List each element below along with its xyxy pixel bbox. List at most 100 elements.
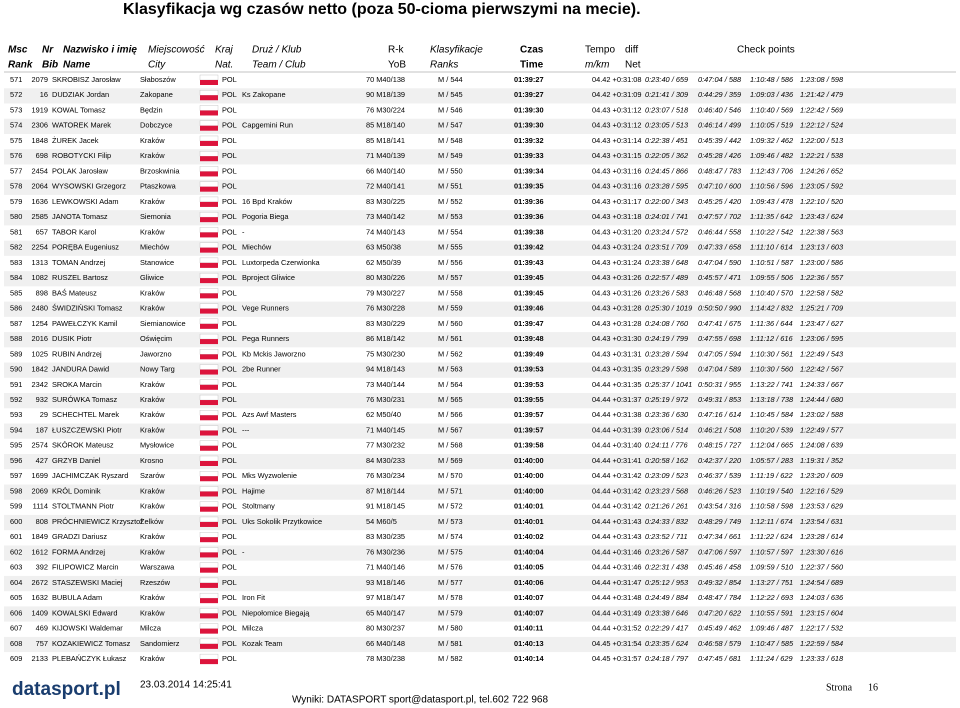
row-stripe xyxy=(4,179,956,195)
table-cell: 1:10:47 / 585 xyxy=(750,639,794,648)
table-cell: 0:46:37 / 539 xyxy=(698,471,741,480)
table-cell: 0:47:10 / 600 xyxy=(698,182,742,191)
flag-white xyxy=(199,471,219,477)
table-cell: 01:39:36 xyxy=(514,212,544,221)
table-cell: Będzin xyxy=(140,105,163,114)
table-cell: 0:50:50 / 990 xyxy=(698,304,742,313)
table-cell: STOLTMANN Piotr xyxy=(52,502,115,511)
flag-white xyxy=(199,272,219,279)
table-cell: 602 xyxy=(10,547,22,556)
table-cell: SCHECHTEL Marek xyxy=(52,410,119,419)
table-cell: M / 582 xyxy=(438,654,463,663)
table-cell: DUSIK Piotr xyxy=(52,334,92,343)
table-cell: 1:12:22 / 693 xyxy=(750,593,794,602)
flag-white xyxy=(199,486,219,492)
column-header: Nazwisko i imię xyxy=(63,45,137,56)
table-cell: 2064 xyxy=(32,182,48,191)
table-cell: 0:23:51 / 709 xyxy=(645,243,688,252)
table-cell: 71 M40/145 xyxy=(366,425,405,434)
table-cell: M / 573 xyxy=(438,517,463,526)
table-cell: 97 M18/147 xyxy=(366,593,405,602)
table-cell: Szarów xyxy=(140,471,165,480)
table-cell: 0:45:28 / 426 xyxy=(698,151,742,160)
table-cell: 599 xyxy=(10,502,22,511)
table-cell: 594 xyxy=(10,425,22,434)
table-cell: 04.44 +0:31:39 xyxy=(592,425,642,434)
table-cell: M / 549 xyxy=(438,151,463,160)
table-cell: 74 M40/143 xyxy=(366,227,405,236)
table-cell: 579 xyxy=(10,197,22,206)
table-cell: 1:22:58 / 582 xyxy=(800,288,843,297)
table-cell: POL xyxy=(222,456,237,465)
flag-white xyxy=(199,653,219,660)
table-cell: 01:40:07 xyxy=(514,608,544,617)
table-cell: DUDZIAK Jordan xyxy=(52,90,109,99)
table-cell: 589 xyxy=(10,349,22,358)
flag-red xyxy=(200,293,218,299)
table-cell: 04.44 +0:31:43 xyxy=(592,532,642,541)
column-header: Team / Club xyxy=(252,60,306,71)
flag-red xyxy=(200,278,218,284)
table-cell: SKÓROK Mateusz xyxy=(52,441,114,450)
table-cell: 01:39:57 xyxy=(514,410,544,419)
table-cell: Kraków xyxy=(140,410,165,419)
table-cell: 04.43 +0:31:16 xyxy=(592,166,642,175)
table-cell: 73 M40/142 xyxy=(366,212,405,221)
table-cell: 1:12:04 / 665 xyxy=(750,441,794,450)
flag-white xyxy=(199,120,219,126)
table-cell: 575 xyxy=(10,136,22,145)
table-cell: JACHIMCZAK Ryszard xyxy=(52,471,128,480)
table-cell: FORMA Andrzej xyxy=(52,547,105,556)
table-cell: 0:47:16 / 614 xyxy=(698,410,741,419)
table-cell: 01:40:00 xyxy=(514,456,544,465)
column-header: YoB xyxy=(388,60,406,71)
table-cell: 0:46:58 / 579 xyxy=(698,639,741,648)
table-cell: M / 546 xyxy=(438,105,463,114)
table-cell: 0:23:52 / 711 xyxy=(645,532,688,541)
table-cell: 583 xyxy=(10,258,22,267)
table-cell: 1:11:19 / 622 xyxy=(750,471,793,480)
flag-white xyxy=(199,196,219,203)
table-cell: 581 xyxy=(10,227,22,236)
table-cell: Kraków xyxy=(140,502,165,511)
table-cell: 85 M18/140 xyxy=(366,121,405,130)
table-cell: GRZYB Daniel xyxy=(52,456,101,465)
table-cell: 04.43 +0:31:30 xyxy=(592,334,642,343)
table-cell: POL xyxy=(222,593,237,602)
flag-red xyxy=(200,232,218,238)
row-stripe xyxy=(4,575,956,592)
table-cell: POL xyxy=(222,334,237,343)
table-cell: 0:25:37 / 1041 xyxy=(645,380,692,389)
table-cell: 808 xyxy=(36,517,48,526)
table-cell: Siemonia xyxy=(140,212,172,221)
table-cell: 1:11:10 / 614 xyxy=(750,243,793,252)
table-cell: 1:23:43 / 624 xyxy=(800,212,843,221)
flag-red xyxy=(200,430,218,436)
flag-white xyxy=(199,318,219,325)
flag-red xyxy=(200,415,218,421)
table-cell: POL xyxy=(222,121,237,130)
table-cell: 1:22:12 / 524 xyxy=(800,121,843,130)
table-cell: 1:10:40 / 570 xyxy=(750,288,794,297)
table-cell: 582 xyxy=(10,243,22,252)
table-cell: POL xyxy=(222,639,237,648)
table-cell: 1612 xyxy=(32,547,48,556)
table-cell: 04.43 +0:31:17 xyxy=(592,197,642,206)
row-stripe xyxy=(4,271,956,287)
table-cell: 1:10:40 / 569 xyxy=(750,105,793,114)
table-cell: 0:25:30 / 1019 xyxy=(645,304,692,313)
table-cell: M / 559 xyxy=(438,304,463,313)
flag-red xyxy=(200,491,218,497)
table-cell: 0:23:35 / 624 xyxy=(645,639,688,648)
table-cell: 0:23:26 / 583 xyxy=(645,288,689,297)
table-cell: 1636 xyxy=(32,197,48,206)
table-cell: 04.45 +0:31:57 xyxy=(592,654,642,663)
table-cell: --- xyxy=(242,425,250,434)
table-cell: 0:48:47 / 783 xyxy=(698,166,742,175)
table-cell: ŚWIDZIŃSKI Tomasz xyxy=(52,304,123,313)
row-stripe xyxy=(4,484,956,500)
table-cell: 2254 xyxy=(32,243,48,252)
table-cell: LEWKOWSKI Adam xyxy=(52,197,119,206)
flag-white xyxy=(199,532,219,538)
table-cell: RUBIN Andrzej xyxy=(52,349,102,358)
